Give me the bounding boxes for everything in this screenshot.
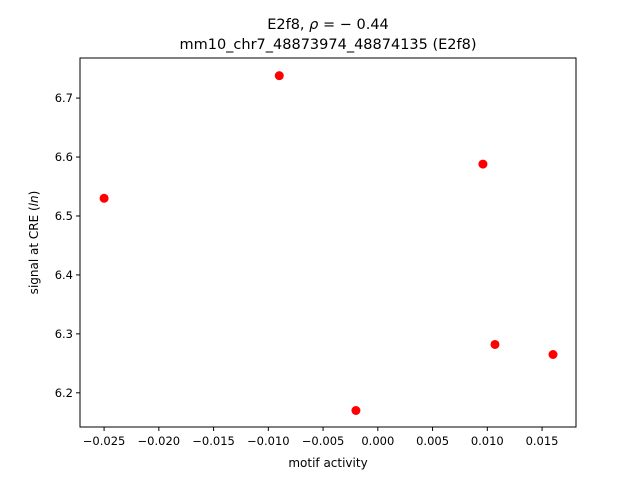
x-tick-label: 0.015 [526,434,559,448]
chart-title-line2: mm10_chr7_48873974_48874135 (E2f8) [179,37,476,53]
y-tick-label: 6.2 [55,386,73,400]
data-point [548,349,558,359]
data-point [490,339,500,349]
x-axis-ticks: −0.025 −0.020 −0.015 −0.010 −0.005 0.000 0.005… [83,427,559,448]
data-point [478,159,488,169]
x-tick-label: −0.020 [138,434,181,448]
data-point [99,193,109,203]
x-tick-label: 0.010 [471,434,504,448]
x-tick-label: −0.015 [192,434,235,448]
x-axis-label: motif activity [288,456,367,470]
data-points [99,71,558,415]
y-tick-label: 6.5 [55,209,73,223]
y-axis-label: signal at CRE (ln) [27,191,41,295]
x-tick-label: 0.000 [361,434,394,448]
chart-title-line1: E2f8, ρ = − 0.44 [267,17,389,33]
y-tick-label: 6.4 [55,268,73,282]
y-tick-label: 6.6 [55,150,73,164]
x-tick-label: −0.025 [83,434,126,448]
y-axis-ticks: 6.2 6.3 6.4 6.5 6.6 6.7 [55,91,80,400]
data-point [351,405,361,415]
y-tick-label: 6.7 [55,91,73,105]
x-tick-label: −0.010 [247,434,290,448]
x-tick-label: −0.005 [302,434,345,448]
data-point [274,71,284,81]
x-tick-label: 0.005 [416,434,449,448]
y-tick-label: 6.3 [55,327,73,341]
plot-area [79,57,577,428]
